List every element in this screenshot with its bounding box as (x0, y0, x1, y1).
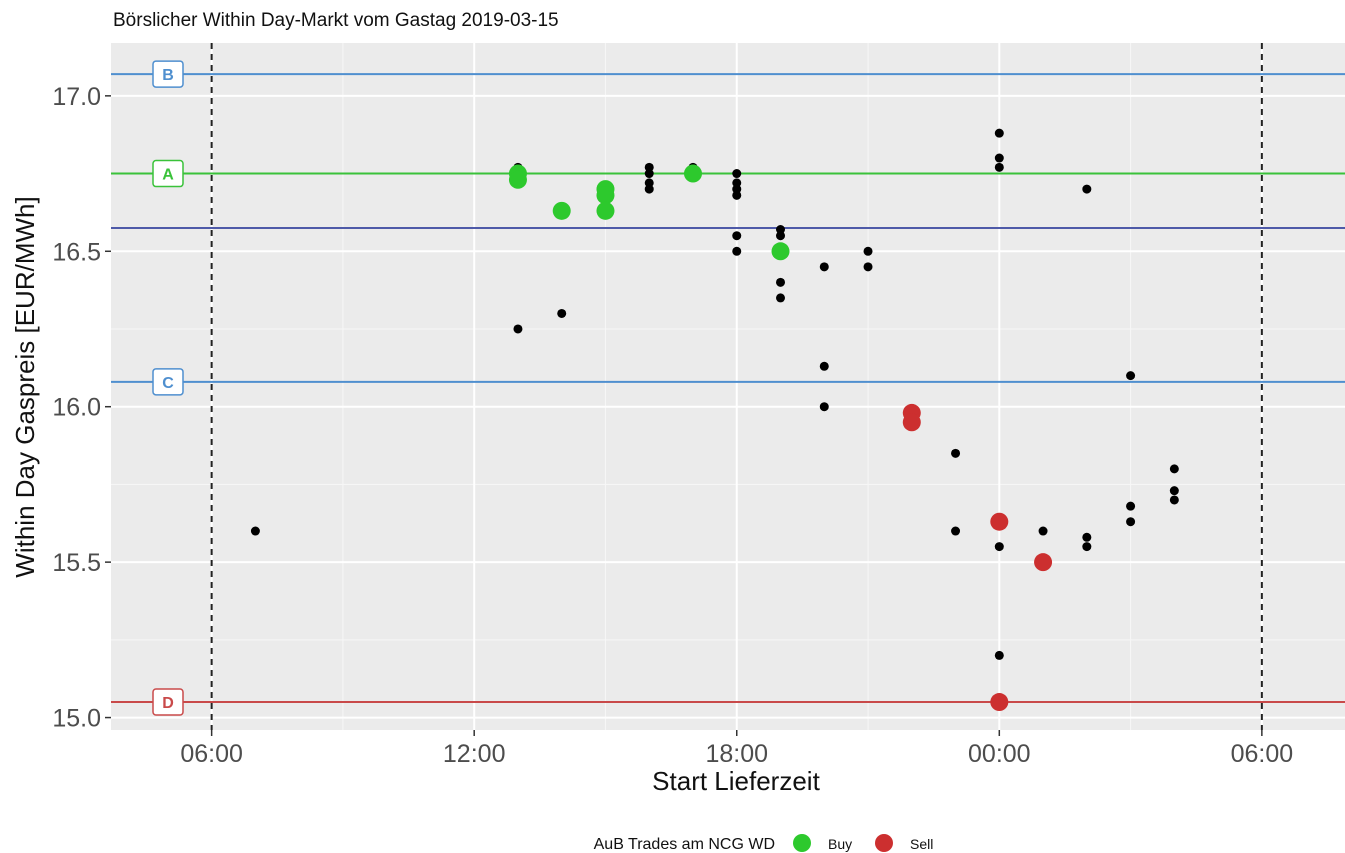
buy-trade-point (552, 201, 571, 220)
sell-trade-point (902, 413, 921, 432)
trade-point (776, 277, 786, 287)
x-tick-label: 00:00 (968, 740, 1031, 768)
legend: AuB Trades am NCG WD Buy Sell (594, 834, 933, 853)
trade-point (513, 324, 523, 334)
trade-point (732, 231, 742, 241)
trade-point (1126, 501, 1136, 511)
x-tick-label: 06:00 (1231, 740, 1294, 768)
trade-point (819, 361, 829, 371)
trade-point (1169, 464, 1179, 474)
x-axis-title: Start Lieferzeit (652, 766, 820, 796)
trade-point (644, 184, 654, 194)
reference-label-box (152, 368, 184, 396)
y-tick-label: 16.5 (52, 238, 101, 266)
reference-label-box (152, 60, 184, 88)
trade-point (819, 262, 829, 272)
legend-sell-label: Sell (910, 836, 933, 852)
x-tick-label: 18:00 (705, 740, 768, 768)
x-axis-ticks: 06:00 12:00 18:00 00:00 06:00 (180, 730, 1293, 768)
y-axis-ticks: 15.0 15.5 16.0 16.5 17.0 (52, 83, 111, 733)
trade-point (994, 128, 1004, 138)
trade-point (1038, 526, 1048, 536)
reference-label: A (162, 167, 174, 184)
trade-point (1082, 542, 1092, 552)
trade-point (951, 448, 961, 458)
x-tick-label: 12:00 (443, 740, 506, 768)
trade-point (644, 178, 654, 188)
trade-point (644, 169, 654, 179)
y-tick-label: 16.0 (52, 394, 101, 422)
trade-point (1082, 532, 1092, 542)
sell-trade-point (1034, 553, 1053, 572)
legend-buy-label: Buy (828, 836, 852, 852)
trade-point (1126, 371, 1136, 381)
legend-title: AuB Trades am NCG WD (594, 836, 775, 853)
reference-lines (111, 73, 1345, 704)
y-axis-title: Within Day Gaspreis [EUR/MWh] (10, 196, 40, 577)
trade-point (732, 190, 742, 200)
y-tick-label: 15.5 (52, 549, 101, 577)
reference-label: D (162, 695, 174, 712)
y-tick-label: 17.0 (52, 83, 101, 111)
reference-line-labels: B A C D (152, 60, 184, 716)
reference-label-box (152, 688, 184, 716)
trade-point (863, 262, 873, 272)
buy-trade-point (683, 164, 702, 183)
trade-point (994, 162, 1004, 172)
buy-trade-point (508, 170, 527, 189)
sell-trade-point (990, 693, 1009, 712)
reference-label: B (162, 67, 174, 84)
trade-point (1169, 486, 1179, 496)
legend-buy-marker (793, 834, 811, 852)
y-tick-label: 15.0 (52, 705, 101, 733)
reference-label-box (152, 159, 184, 188)
minor-gridlines (111, 43, 1345, 730)
trade-point (1082, 184, 1092, 194)
trade-point (863, 246, 873, 256)
trade-point (1169, 495, 1179, 505)
trade-point (776, 225, 786, 235)
aub-trade-points (508, 164, 1053, 712)
buy-trade-point (596, 201, 615, 220)
trade-point (776, 293, 786, 303)
trade-point (644, 162, 654, 172)
plot-panel (111, 43, 1345, 730)
vertical-dashed-lines (210, 43, 1263, 730)
trade-point (994, 650, 1004, 660)
trade-point (250, 526, 260, 536)
sell-trade-point (990, 512, 1009, 531)
reference-label: C (162, 375, 174, 392)
trade-point (732, 178, 742, 188)
x-tick-label: 06:00 (180, 740, 243, 768)
trade-point (732, 169, 742, 179)
trade-point (732, 184, 742, 194)
trade-point (994, 542, 1004, 552)
trade-point (557, 308, 567, 318)
trade-point (1126, 517, 1136, 527)
buy-trade-point (596, 186, 615, 205)
trade-point (951, 526, 961, 536)
buy-trade-point (771, 242, 790, 261)
chart-title: Börslicher Within Day-Markt vom Gastag 2… (113, 10, 559, 31)
trade-point (819, 402, 829, 412)
trade-point (732, 246, 742, 256)
trade-point (776, 231, 786, 241)
trade-point (994, 153, 1004, 163)
legend-sell-marker (875, 834, 893, 852)
